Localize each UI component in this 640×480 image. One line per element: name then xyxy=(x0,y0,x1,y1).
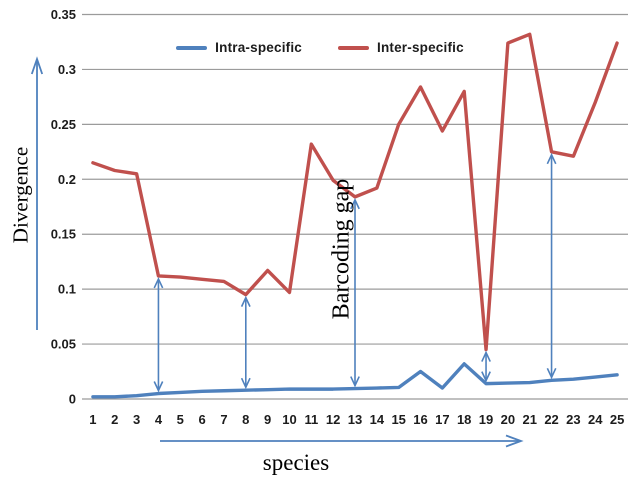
y-axis-arrow-head xyxy=(30,56,44,75)
gap-arrow-down-head xyxy=(481,371,491,383)
x-tick-label: 20 xyxy=(501,412,515,427)
x-tick-label: 14 xyxy=(370,412,385,427)
y-tick-label: 0.05 xyxy=(51,337,76,352)
x-tick-label: 23 xyxy=(566,412,580,427)
x-tick-label: 3 xyxy=(133,412,140,427)
gap-arrow-down-head xyxy=(240,377,251,390)
gap-arrow-up-head xyxy=(350,197,360,210)
barcoding-gap-label: Barcoding gap xyxy=(328,178,355,320)
y-tick-label: 0.3 xyxy=(58,62,76,77)
x-tick-label: 15 xyxy=(391,412,405,427)
gap-arrow-up-head xyxy=(481,350,491,362)
gap-arrow-down-head xyxy=(153,381,164,393)
x-tick-label: 18 xyxy=(457,412,471,427)
x-tick-label: 25 xyxy=(610,412,624,427)
y-axis-title: Divergence xyxy=(8,146,33,244)
gap-arrow-up-head xyxy=(153,277,164,289)
x-tick-label: 19 xyxy=(479,412,493,427)
x-tick-label: 7 xyxy=(220,412,227,427)
y-tick-label: 0.25 xyxy=(51,117,76,132)
x-tick-label: 4 xyxy=(155,412,163,427)
intra-specific-line-swatch xyxy=(176,45,208,50)
gap-arrow-up-head xyxy=(240,295,251,307)
y-tick-label: 0.15 xyxy=(51,227,76,242)
y-tick-label: 0 xyxy=(69,392,76,407)
y-tick-label: 0.1 xyxy=(58,282,76,297)
x-tick-label: 16 xyxy=(413,412,427,427)
y-tick-label: 0.35 xyxy=(51,7,76,22)
x-tick-label: 17 xyxy=(435,412,449,427)
x-tick-label: 12 xyxy=(326,412,340,427)
inter-specific-line-swatch xyxy=(338,45,369,50)
x-tick-label: 1 xyxy=(89,412,96,427)
x-tick-label: 21 xyxy=(522,412,536,427)
inter-specific-line xyxy=(91,32,619,352)
intra-specific-legend-label: Intra-specific xyxy=(215,40,302,55)
x-tick-label: 22 xyxy=(544,412,558,427)
chart-legend: Intra-specific Inter-specific xyxy=(0,40,640,55)
legend-item-inter-specific: Inter-specific xyxy=(338,40,464,55)
gap-arrow-up-head xyxy=(546,152,557,165)
x-tick-label: 2 xyxy=(111,412,118,427)
y-tick-label: 0.2 xyxy=(58,172,76,187)
x-tick-label: 24 xyxy=(588,412,603,427)
x-axis-arrow-head xyxy=(505,434,524,448)
legend-item-intra-specific: Intra-specific xyxy=(176,40,302,55)
x-axis-title: species xyxy=(262,450,330,475)
intra-specific-line xyxy=(91,362,619,399)
x-tick-label: 8 xyxy=(242,412,249,427)
x-tick-label: 5 xyxy=(177,412,184,427)
gap-arrow-down-head xyxy=(350,376,360,388)
gap-arrow-down-head xyxy=(546,367,557,380)
x-tick-label: 11 xyxy=(304,412,318,427)
x-tick-label: 9 xyxy=(264,412,271,427)
inter-specific-legend-label: Inter-specific xyxy=(377,40,464,55)
x-tick-label: 13 xyxy=(348,412,362,427)
x-tick-label: 6 xyxy=(199,412,206,427)
x-tick-label: 10 xyxy=(282,412,296,427)
